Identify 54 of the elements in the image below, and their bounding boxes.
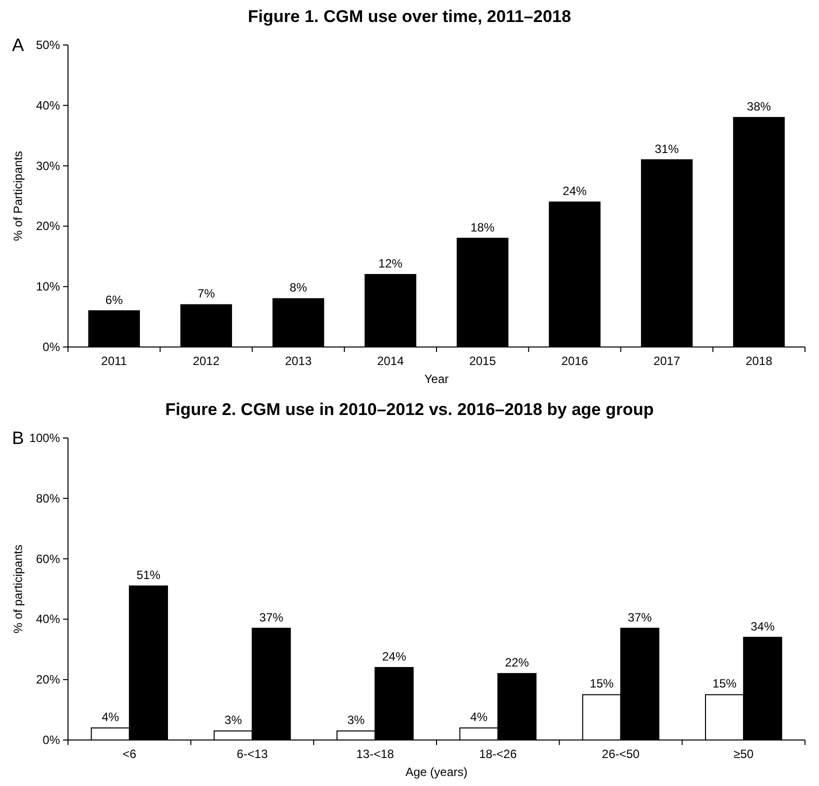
y-tick-label: 30%	[36, 158, 60, 173]
y-tick-label: 10%	[36, 280, 60, 294]
x-tick-label: 2013	[284, 354, 312, 368]
x-tick-label: ≥50	[734, 747, 754, 761]
x-tick-label: 2012	[192, 354, 220, 368]
x-tick-label: 2011	[101, 354, 128, 368]
x-tick-label: 2016	[561, 354, 588, 368]
data-label: 6%	[105, 292, 124, 307]
x-tick-label: 6-<13	[236, 747, 268, 761]
y-tick-label: 40%	[36, 98, 60, 112]
y-tick-label: 60%	[36, 552, 60, 566]
y-axis-title: % of participants	[11, 544, 25, 634]
data-label: 51%	[136, 568, 161, 582]
data-label: 7%	[198, 286, 216, 301]
data-label: 15%	[712, 676, 737, 691]
data-label: 38%	[746, 99, 772, 114]
x-tick-label: 18-<26	[479, 747, 518, 761]
x-tick-label: 2014	[377, 354, 404, 368]
y-tick-label: 40%	[36, 612, 60, 626]
y-tick-label: 80%	[36, 491, 60, 506]
data-label: 4%	[102, 710, 120, 724]
data-label: 8%	[290, 280, 308, 295]
data-label: 34%	[750, 619, 775, 634]
text: A	[12, 35, 24, 55]
x-tick-label: 2015	[469, 354, 496, 368]
text: B	[12, 428, 24, 448]
y-tick-label: 0%	[42, 733, 60, 747]
x-tick-label: <6	[122, 747, 137, 761]
data-label: 15%	[590, 676, 614, 691]
data-label: 18%	[470, 220, 495, 234]
y-tick-label: 100%	[29, 431, 60, 445]
x-tick-label: 26-<50	[602, 747, 640, 761]
y-tick-label: 20%	[36, 219, 60, 234]
x-tick-label: 13-<18	[356, 747, 394, 761]
y-tick-label: 50%	[36, 38, 60, 52]
data-label: 3%	[347, 712, 366, 727]
x-axis-title: Age (years)	[405, 765, 468, 779]
data-label: 24%	[562, 184, 588, 198]
data-label: 37%	[628, 610, 652, 624]
x-axis-title: Year	[424, 372, 449, 386]
data-label: 12%	[378, 256, 403, 271]
data-label: 24%	[382, 650, 406, 664]
chart-title: Figure 2. CGM use in 2010–2012 vs. 2016–2018 by age group	[165, 400, 654, 419]
chart-title: Figure 1. CGM use over time, 2011–2018	[248, 7, 572, 26]
data-label: 37%	[259, 610, 284, 624]
data-label: 22%	[504, 656, 530, 670]
x-tick-label: 2018	[746, 354, 773, 368]
y-axis-title: % of Participants	[11, 150, 25, 242]
x-tick-label: 2017	[653, 354, 680, 368]
y-tick-label: 0%	[42, 340, 60, 354]
data-label: 3%	[224, 712, 242, 727]
y-tick-label: 20%	[36, 672, 60, 687]
data-label: 31%	[654, 142, 680, 156]
data-label: 4%	[470, 710, 488, 724]
